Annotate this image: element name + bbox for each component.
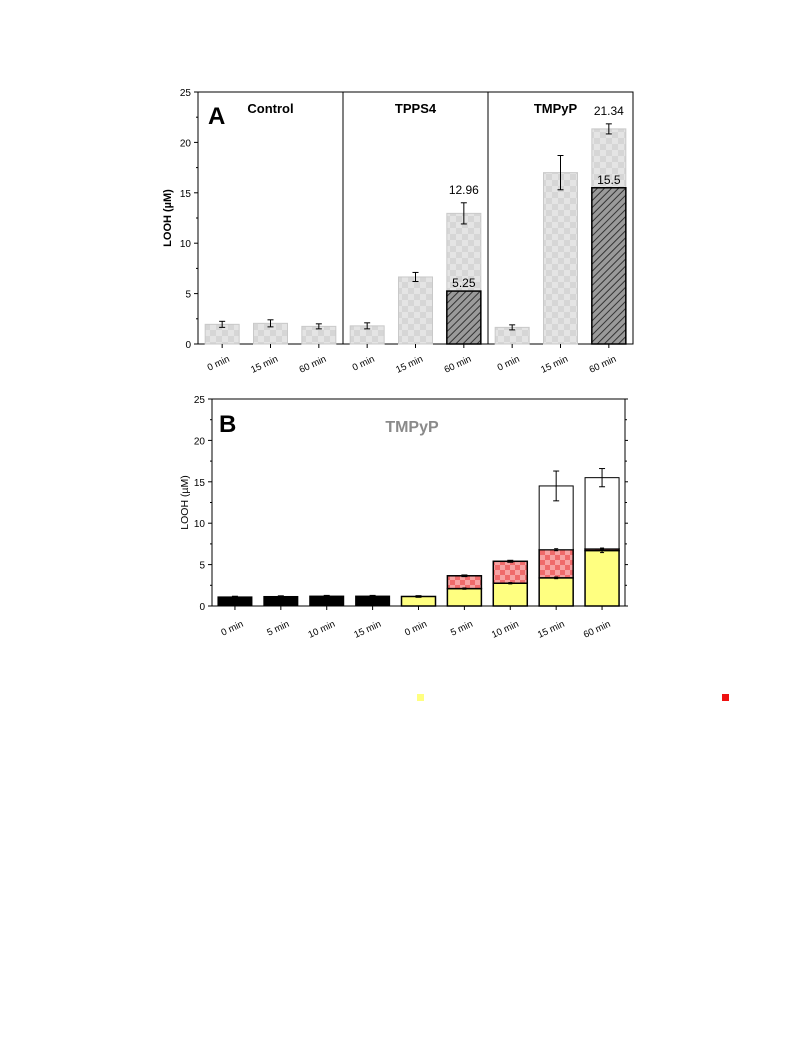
bar-yellow	[400, 595, 437, 607]
bar-white	[584, 477, 620, 550]
bar-yellow	[538, 577, 574, 607]
x-tick-label: 15 min	[539, 354, 569, 376]
error-bar	[277, 595, 284, 598]
error-bar	[461, 574, 468, 578]
bar-black	[355, 595, 391, 607]
x-tick-label: 15 min	[536, 619, 566, 641]
y-tick-label: 25	[194, 395, 206, 406]
chart-panel-a: 0 5 10 15 20 25 LOOH (µM) A Control 0 min 15 min 60…	[162, 88, 634, 376]
hatched-value-label: 15.5	[597, 173, 621, 187]
y-tick-label: 0	[185, 340, 191, 351]
bar-yellow	[492, 582, 529, 607]
x-tick-label: 60 min	[443, 354, 473, 376]
bar-yellow	[446, 587, 483, 607]
legend-marker	[722, 694, 729, 701]
x-tick-label: 0 min	[496, 354, 522, 374]
group-title: Control	[247, 101, 293, 116]
value-label: 21.34	[594, 104, 624, 118]
x-tick-label: 5 min	[449, 619, 475, 639]
error-bar	[323, 594, 330, 598]
error-bar	[267, 319, 274, 328]
x-tick-label: 0 min	[403, 619, 429, 639]
x-tick-label: 5 min	[265, 619, 291, 639]
value-label: 12.96	[449, 183, 479, 197]
error-bar	[315, 323, 322, 330]
panel-letter: A	[208, 103, 225, 130]
y-tick-label: 10	[180, 239, 192, 250]
x-tick-label: 10 min	[490, 619, 520, 641]
y-axis-label: LOOH (µM)	[179, 475, 191, 529]
error-bar	[507, 559, 514, 563]
bar-total	[543, 172, 578, 345]
error-bar	[557, 155, 564, 191]
y-tick-label: 5	[185, 290, 191, 301]
bar-total	[398, 276, 433, 345]
error-bar-inner	[554, 548, 559, 552]
x-tick-label: 0 min	[220, 619, 246, 639]
chart-title: TMPyP	[385, 419, 439, 436]
y-tick-label: 20	[180, 138, 192, 149]
x-tick-label: 0 min	[351, 354, 377, 374]
error-bar	[605, 123, 612, 135]
y-tick-label: 20	[194, 436, 206, 447]
error-bar-inner	[554, 576, 559, 580]
y-tick-label: 10	[194, 519, 206, 530]
error-bar	[369, 594, 376, 598]
y-tick-label: 0	[199, 602, 205, 613]
x-tick-label: 15 min	[352, 619, 382, 641]
error-bar	[231, 595, 238, 599]
bar-black	[263, 595, 299, 607]
bar-red	[492, 560, 529, 584]
error-bar	[364, 322, 371, 330]
error-bar	[599, 468, 606, 488]
error-bar	[412, 271, 419, 283]
bar-hatched	[446, 290, 482, 345]
bar-black	[217, 596, 253, 607]
x-tick-label: 15 min	[394, 354, 424, 376]
panel-letter: B	[219, 411, 236, 438]
y-tick-label: 15	[194, 478, 206, 489]
y-axis-label: LOOH (µM)	[162, 189, 174, 247]
x-tick-label: 15 min	[249, 354, 279, 376]
y-tick-label: 5	[199, 561, 205, 572]
error-bar	[415, 595, 422, 598]
x-tick-label: 60 min	[298, 354, 328, 376]
error-bar	[219, 320, 226, 328]
error-bar	[460, 202, 467, 225]
error-bar-inner	[508, 582, 513, 585]
bar-red	[446, 575, 483, 590]
x-tick-label: 60 min	[588, 354, 618, 376]
bar-red	[538, 548, 574, 579]
x-tick-label: 10 min	[306, 619, 336, 641]
x-tick-label: 60 min	[582, 619, 612, 641]
error-bar	[509, 324, 516, 331]
hatched-value-label: 5.25	[452, 276, 476, 290]
error-bar-inner	[600, 547, 605, 551]
x-tick-label: 0 min	[206, 354, 232, 374]
bar-black	[309, 595, 345, 607]
group-title: TPPS4	[395, 101, 437, 116]
group-title: TMPyP	[534, 101, 578, 116]
bar-yellow	[584, 549, 620, 607]
y-tick-label: 25	[180, 88, 192, 99]
error-bar	[553, 470, 560, 502]
bar-hatched	[591, 187, 627, 345]
chart-panel-b: 0 5 10 15 20 25 LOOH (µM) B TMPyP 0 min 5 min 10 mi…	[179, 395, 628, 641]
error-bar-inner	[462, 587, 467, 590]
y-tick-label: 15	[180, 189, 192, 200]
legend-marker	[417, 694, 424, 701]
